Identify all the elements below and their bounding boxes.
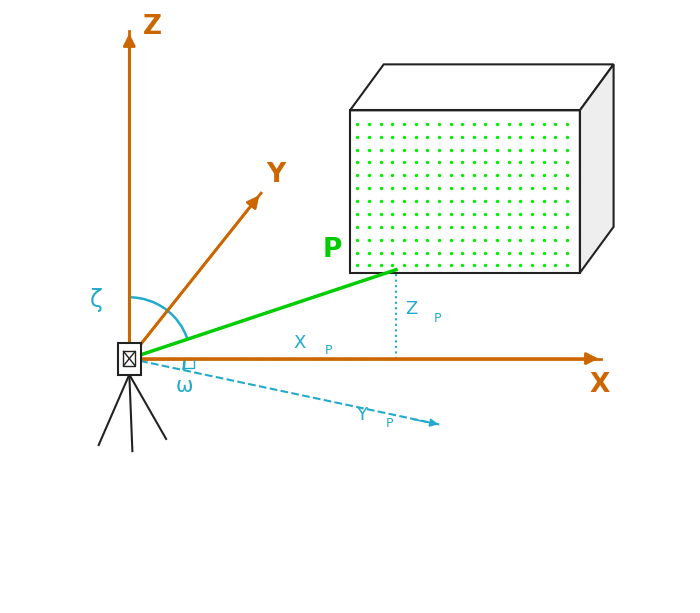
Polygon shape (123, 351, 135, 366)
Text: P: P (323, 237, 342, 264)
Text: ζ: ζ (90, 287, 102, 311)
Text: X: X (293, 333, 306, 352)
Text: P: P (326, 345, 332, 357)
Text: Y: Y (356, 406, 368, 424)
Text: Z: Z (405, 300, 417, 318)
Text: P: P (434, 311, 442, 324)
Polygon shape (350, 64, 614, 110)
Polygon shape (350, 110, 580, 273)
Text: Y: Y (266, 162, 286, 188)
Polygon shape (580, 64, 614, 273)
Text: X: X (589, 372, 610, 398)
Text: ω: ω (175, 376, 192, 397)
Text: Z: Z (143, 13, 162, 40)
Polygon shape (118, 343, 141, 375)
Text: P: P (385, 417, 393, 430)
